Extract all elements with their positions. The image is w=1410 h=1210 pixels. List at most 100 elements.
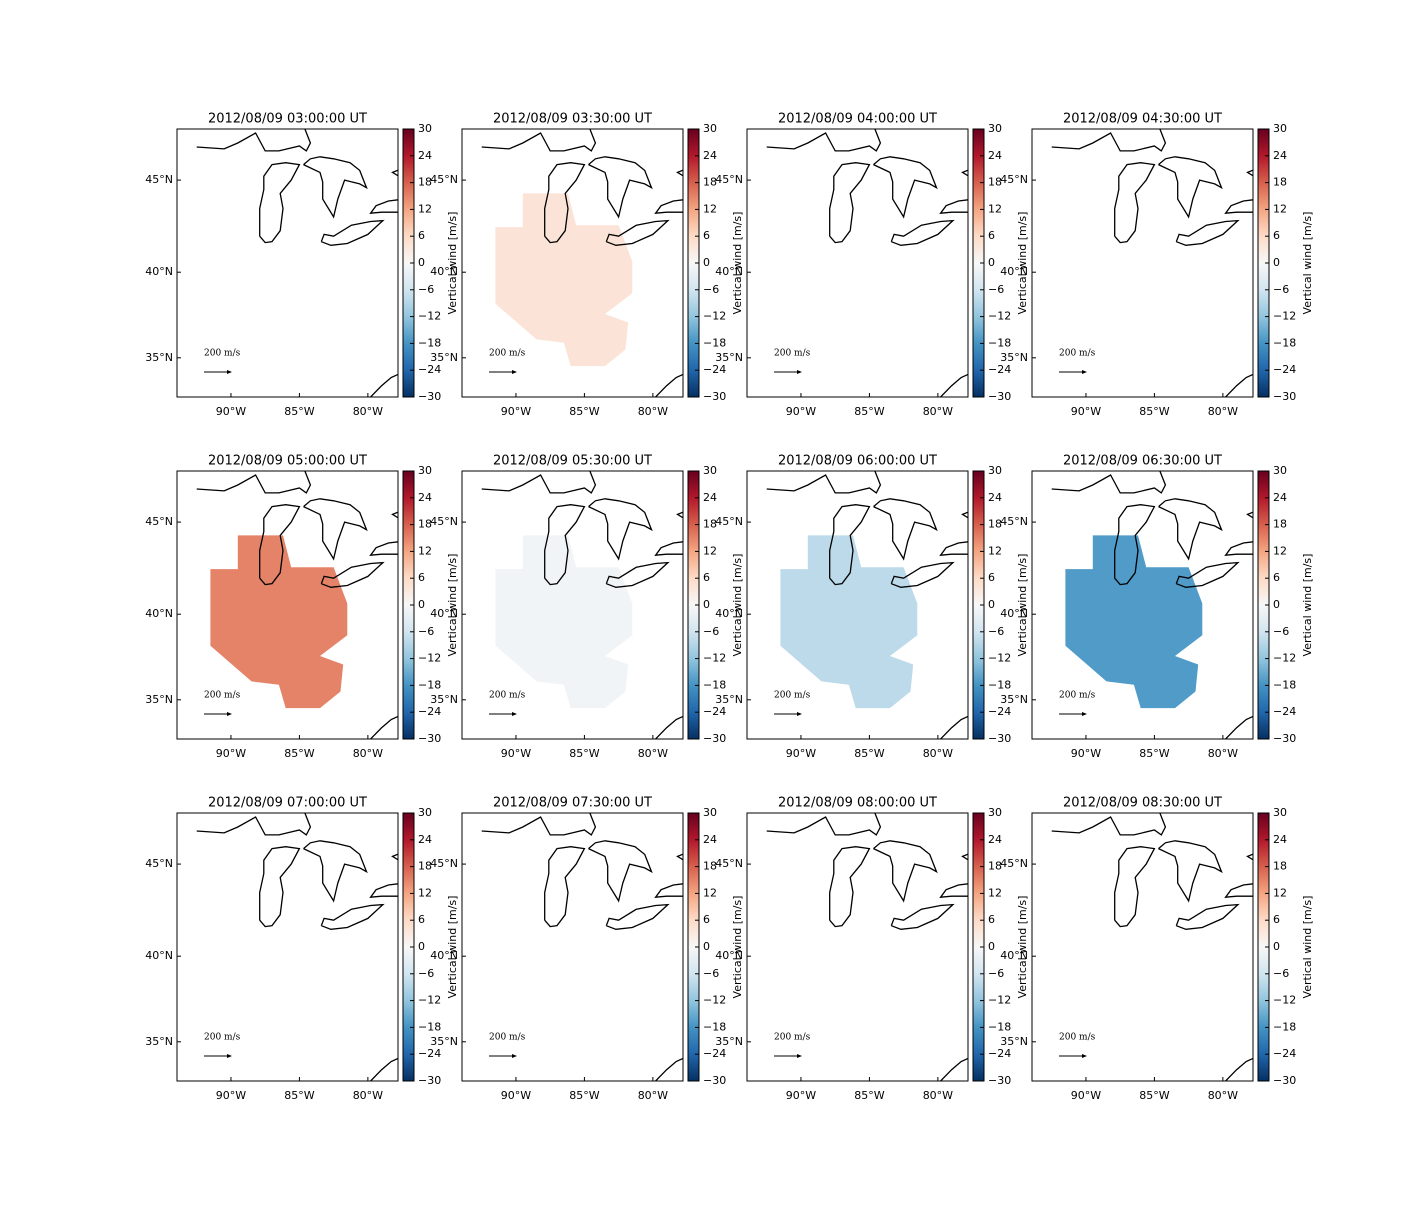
y-tick-label: 40°N	[430, 607, 458, 620]
colorbar-tick-label: −6	[418, 283, 434, 296]
coastline	[766, 813, 882, 836]
x-tick-label: 90°W	[501, 747, 531, 760]
coastline	[961, 853, 968, 861]
colorbar-tick-label: 6	[703, 229, 710, 242]
colorbar-tick-label: 18	[418, 860, 432, 873]
x-tick-label: 85°W	[284, 405, 314, 418]
coastline	[766, 471, 882, 494]
map-panel	[462, 813, 683, 1081]
colorbar-tick-label: −12	[418, 994, 441, 1007]
coastline	[588, 156, 653, 219]
colorbar-label: Vertical wind [m/s]	[446, 896, 459, 999]
panel-title: 2012/08/09 04:30:00 UT	[1063, 112, 1222, 127]
y-tick-label: 45°N	[1000, 857, 1028, 870]
colorbar-tick-label: −24	[1273, 1047, 1296, 1060]
colorbar-tick-label: −18	[418, 678, 441, 691]
colorbar-tick-label: 12	[418, 544, 432, 557]
map-frame	[746, 812, 969, 1082]
map-frame	[461, 812, 684, 1082]
coastline	[481, 129, 597, 152]
map-frame	[461, 128, 684, 398]
coastline	[961, 511, 968, 519]
y-tick-label: 40°N	[430, 265, 458, 278]
colorbar-tick-label: 18	[703, 176, 717, 189]
colorbar-tick-label: −30	[988, 732, 1011, 745]
coastline	[544, 162, 586, 244]
colorbar-tick-label: 30	[703, 122, 717, 135]
coastline	[370, 715, 398, 739]
scale-arrowhead	[227, 712, 232, 716]
x-tick-label: 90°W	[786, 1089, 816, 1102]
colorbar-tick-label: 6	[1273, 571, 1280, 584]
panel-title: 2012/08/09 03:00:00 UT	[208, 112, 367, 127]
colorbar-tick-label: −6	[418, 967, 434, 980]
scale-arrowhead	[797, 1054, 802, 1058]
scale-label: 200 m/s	[1059, 691, 1096, 701]
colorbar-tick-label: −6	[988, 967, 1004, 980]
map-panel	[1032, 813, 1253, 1081]
colorbar-label: Vertical wind [m/s]	[731, 896, 744, 999]
coastline	[654, 883, 683, 898]
colorbar-tick-label: −30	[1273, 390, 1296, 403]
coastline	[1225, 1057, 1253, 1081]
colorbar-tick-label: 12	[703, 886, 717, 899]
map-frame	[176, 470, 399, 740]
map-panel	[747, 471, 968, 739]
coastline	[829, 504, 871, 586]
colorbar-tick-label: 30	[988, 806, 1002, 819]
colorbar-tick-label: 24	[1273, 833, 1287, 846]
y-tick-label: 40°N	[430, 949, 458, 962]
y-tick-label: 45°N	[145, 173, 173, 186]
colorbar-tick-label: −24	[418, 705, 441, 718]
colorbar-tick-label: 0	[988, 940, 995, 953]
coastline	[196, 813, 312, 836]
coastline	[655, 373, 683, 397]
coastline	[1224, 883, 1253, 898]
y-tick-label: 45°N	[145, 515, 173, 528]
colorbar-tick-label: −24	[1273, 705, 1296, 718]
coastline	[391, 853, 398, 861]
coastline	[196, 129, 312, 152]
x-tick-label: 80°W	[923, 747, 953, 760]
coastline	[1175, 561, 1240, 588]
map-panel	[747, 129, 968, 397]
colorbar-tick-label: −30	[418, 390, 441, 403]
x-tick-label: 80°W	[638, 747, 668, 760]
coastline	[873, 498, 938, 561]
x-tick-label: 85°W	[569, 1089, 599, 1102]
colorbar-tick-label: 18	[988, 176, 1002, 189]
colorbar-tick-label: 6	[418, 571, 425, 584]
scale-label: 200 m/s	[1059, 349, 1096, 359]
coastline	[370, 1057, 398, 1081]
map-panel	[747, 813, 968, 1081]
colorbar-tick-label: 12	[703, 544, 717, 557]
coastline	[940, 373, 968, 397]
colorbar-tick-label: 24	[703, 149, 717, 162]
y-tick-label: 35°N	[430, 351, 458, 364]
coastline	[320, 903, 385, 930]
y-tick-label: 40°N	[715, 607, 743, 620]
colorbar-tick-label: 0	[1273, 598, 1280, 611]
y-tick-label: 35°N	[1000, 693, 1028, 706]
colorbar-tick-label: 18	[703, 518, 717, 531]
colorbar-tick-label: 0	[988, 598, 995, 611]
colorbar-tick-label: −24	[988, 1047, 1011, 1060]
coastline	[961, 169, 968, 177]
colorbar-label: Vertical wind [m/s]	[1016, 212, 1029, 315]
map-panel	[462, 129, 683, 397]
coastline	[676, 511, 683, 519]
coastline	[676, 169, 683, 177]
coastline	[320, 219, 385, 246]
wind-region	[210, 535, 348, 709]
colorbar-tick-label: 30	[418, 464, 432, 477]
coastline	[654, 541, 683, 556]
y-tick-label: 35°N	[1000, 351, 1028, 364]
colorbar-tick-label: 12	[1273, 544, 1287, 557]
colorbar-tick-label: 12	[418, 886, 432, 899]
colorbar-tick-label: 24	[418, 833, 432, 846]
colorbar-tick-label: 0	[988, 256, 995, 269]
scale-arrowhead	[1082, 1054, 1087, 1058]
x-tick-label: 85°W	[284, 1089, 314, 1102]
coastline	[303, 156, 368, 219]
